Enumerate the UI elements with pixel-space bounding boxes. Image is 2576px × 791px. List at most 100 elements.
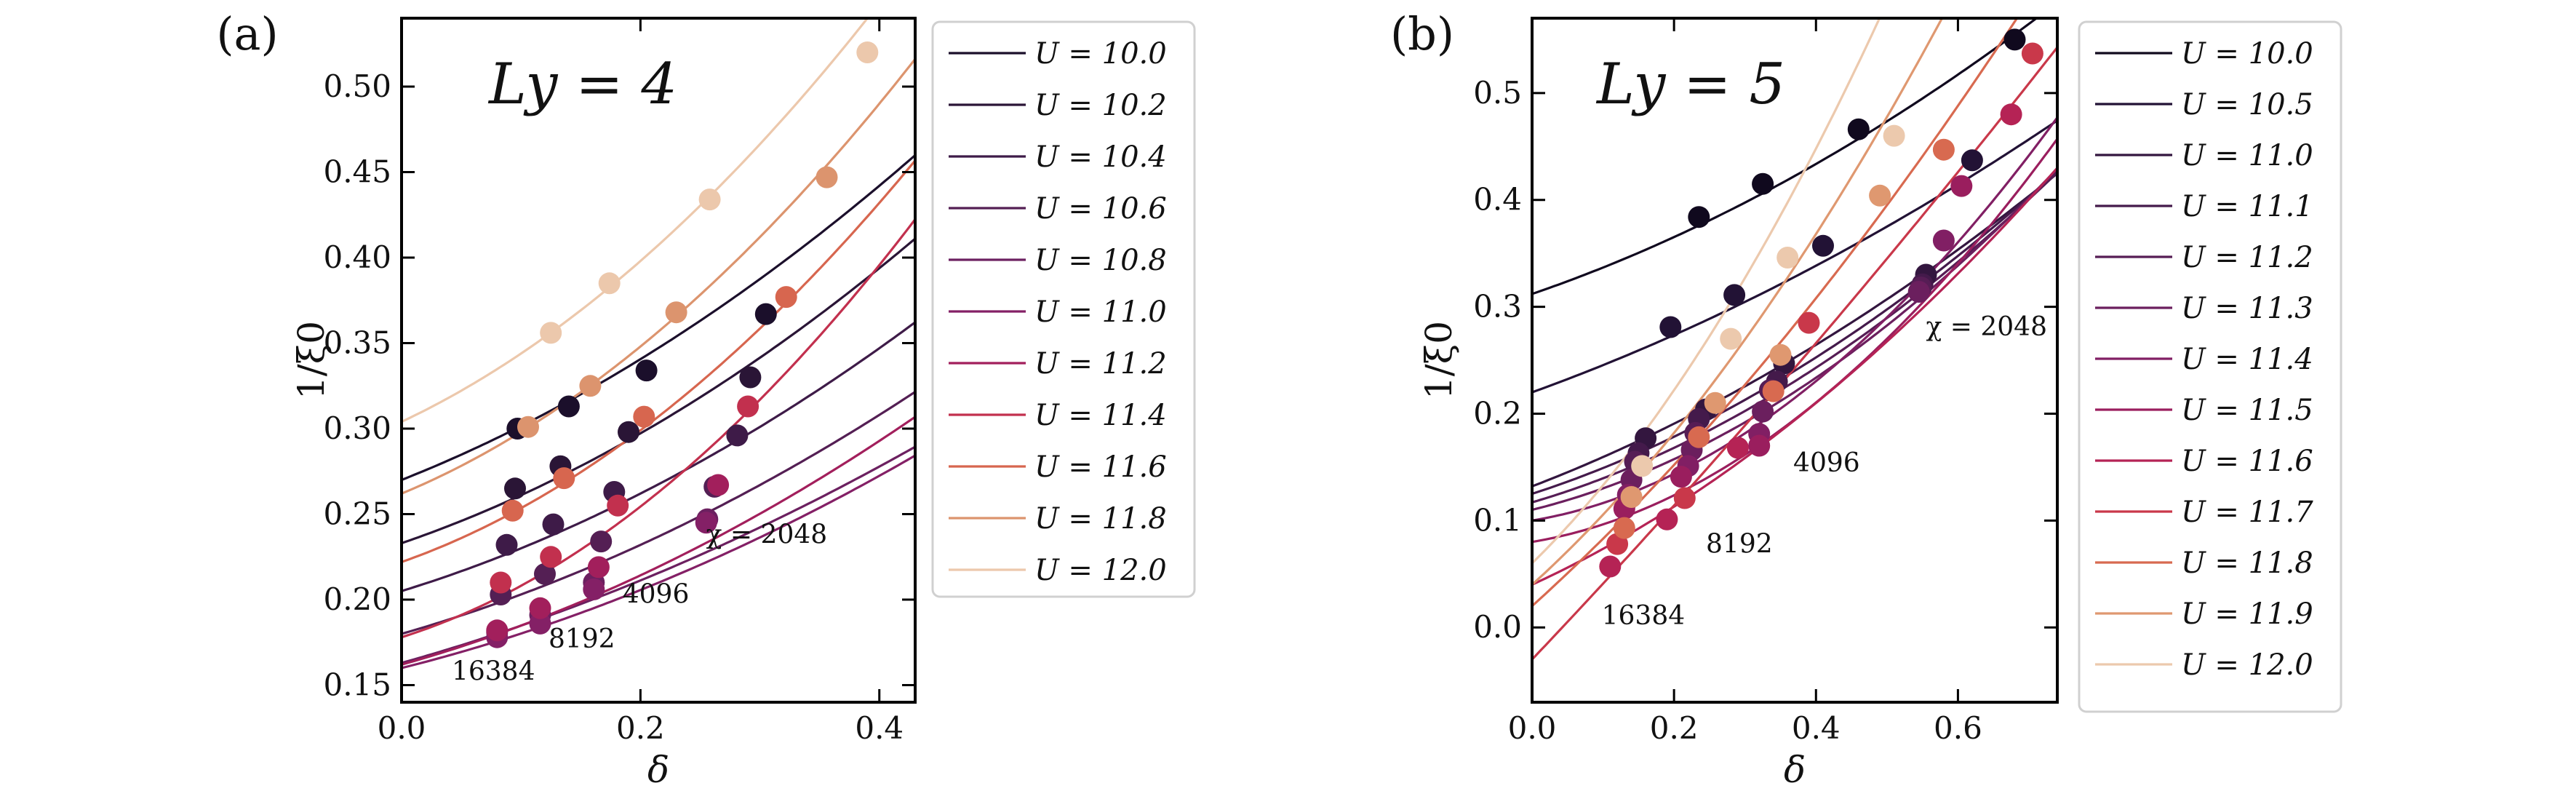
y-tick-label: 0.1 [1473, 502, 1522, 538]
annotation-label: χ = 2048 [706, 520, 827, 549]
point-series-9-3 [633, 405, 655, 428]
y-tick-label: 0.20 [323, 581, 391, 617]
fit-line-series-10 [402, 58, 915, 495]
point-series-9-2 [1656, 508, 1678, 530]
y-tick-label: 0.40 [323, 239, 391, 275]
y-tick-label: 0.5 [1473, 75, 1522, 111]
point-series-8-1 [490, 571, 512, 594]
axes-frame [400, 17, 917, 704]
point-series-1-2 [557, 395, 580, 418]
point-series-6-4 [695, 512, 717, 534]
legend-entry: U = 11.4 [1034, 399, 1167, 432]
point-series-1-2 [1752, 172, 1774, 195]
annotation-label: 4096 [1793, 448, 1860, 478]
point-series-12-4 [1869, 184, 1891, 207]
point-series-10-3 [665, 301, 687, 324]
legend-entry: U = 10.4 [1034, 140, 1167, 174]
x-tick-label: 0.4 [1792, 710, 1841, 746]
point-series-4-2 [534, 563, 556, 585]
y-tick-label: 0.0 [1473, 609, 1522, 645]
fit-line-series-13 [1532, 18, 1881, 565]
legend-entry: U = 12.0 [1034, 554, 1167, 587]
point-series-12-3 [1769, 343, 1792, 366]
point-series-2-1 [504, 477, 526, 500]
chart-panel-1: 0.0 0.2 0.4 0.15 0.20 0.25 0.30 0.35 0.40 0.45 0.5… [216, 7, 1196, 791]
legend-entry: U = 11.2 [1034, 347, 1167, 381]
fit-line-series-5 [1532, 171, 2057, 504]
point-series-1-3 [1847, 118, 1870, 140]
fit-line-series-3 [1532, 172, 2057, 488]
point-series-2-4 [739, 366, 762, 389]
point-series-9-2 [553, 467, 575, 490]
point-series-10-2 [1673, 487, 1696, 509]
point-series-13-1 [1631, 455, 1654, 477]
legend-entry: U = 11.6 [2181, 445, 2313, 478]
point-series-10-4 [816, 166, 838, 188]
point-series-6-3 [583, 578, 605, 600]
fit-line-series-4 [1532, 170, 2057, 496]
fit-line-series-9 [402, 159, 915, 563]
data-points [1599, 28, 2043, 578]
point-series-12-1 [1620, 486, 1643, 508]
point-series-9-3 [1726, 437, 1749, 459]
point-series-1-4 [754, 303, 777, 325]
axes-frame [1531, 17, 2059, 704]
y-tick-label: 0.50 [323, 68, 391, 104]
point-series-10-4 [2021, 42, 2043, 65]
point-series-11-4 [1932, 138, 1955, 161]
annotation-label: χ = 2048 [1926, 312, 2047, 342]
x-tick-label: 0.4 [855, 710, 904, 746]
legend-entry: U = 11.4 [2181, 343, 2313, 376]
fit-line-series-7 [402, 416, 915, 666]
legend-entry: U = 10.6 [1034, 192, 1167, 226]
point-series-7-1 [486, 619, 509, 642]
panel-label: (b) [1390, 7, 1454, 60]
point-series-1-4 [2003, 28, 2026, 51]
point-series-11-4 [856, 41, 879, 63]
point-series-2-2 [1723, 284, 1746, 306]
point-series-11-2 [1688, 426, 1710, 448]
fit-line-series-4 [402, 391, 915, 635]
legend-entry: U = 11.0 [1034, 295, 1167, 329]
point-series-8-4 [1950, 175, 1973, 197]
y-axis-title: 1/ξ0 [290, 321, 332, 400]
chart-title: Ly = 4 [487, 52, 677, 117]
point-series-11-1 [540, 322, 562, 344]
x-tick-label: 0.0 [1508, 710, 1557, 746]
y-tick-label: 0.15 [323, 667, 391, 703]
point-series-9-1 [501, 499, 524, 522]
point-series-11-2 [598, 272, 621, 295]
point-series-7-4 [1932, 229, 1955, 252]
point-series-9-1 [1599, 555, 1622, 578]
point-series-9-4 [775, 286, 797, 309]
legend-entry: U = 12.0 [2181, 648, 2313, 682]
annotation-label: 4096 [623, 580, 690, 610]
point-series-8-2 [540, 546, 562, 568]
point-series-10-1 [517, 416, 539, 438]
legend-entry: U = 11.8 [2181, 546, 2313, 580]
point-series-10-3 [1798, 311, 1820, 334]
x-axis-title: δ [647, 749, 669, 791]
point-series-8-2 [1670, 466, 1692, 488]
x-axis-title: δ [1784, 749, 1806, 791]
fit-line-series-6 [402, 454, 915, 669]
x-tick-label: 0.2 [616, 710, 665, 746]
point-series-6-4 [1907, 281, 1930, 303]
point-series-3-1 [495, 533, 518, 556]
point-series-8-3 [1748, 434, 1771, 457]
fit-line-series-5 [402, 445, 915, 664]
data-points [486, 41, 879, 648]
point-series-13-3 [1777, 247, 1799, 269]
x-tick-label: 0.6 [1934, 710, 1982, 746]
fit-line-series-1 [402, 154, 915, 481]
fit-line-series-2 [402, 237, 915, 545]
annotation-label: 8192 [1706, 529, 1773, 559]
point-series-2-1 [1659, 316, 1682, 338]
y-tick-label: 0.3 [1473, 289, 1522, 325]
point-series-11-3 [698, 188, 721, 211]
annotation-label: 8192 [549, 624, 615, 654]
fit-line-series-6 [1532, 167, 2057, 512]
legend-entry: U = 11.5 [2181, 394, 2313, 427]
legend-box [931, 20, 1196, 598]
